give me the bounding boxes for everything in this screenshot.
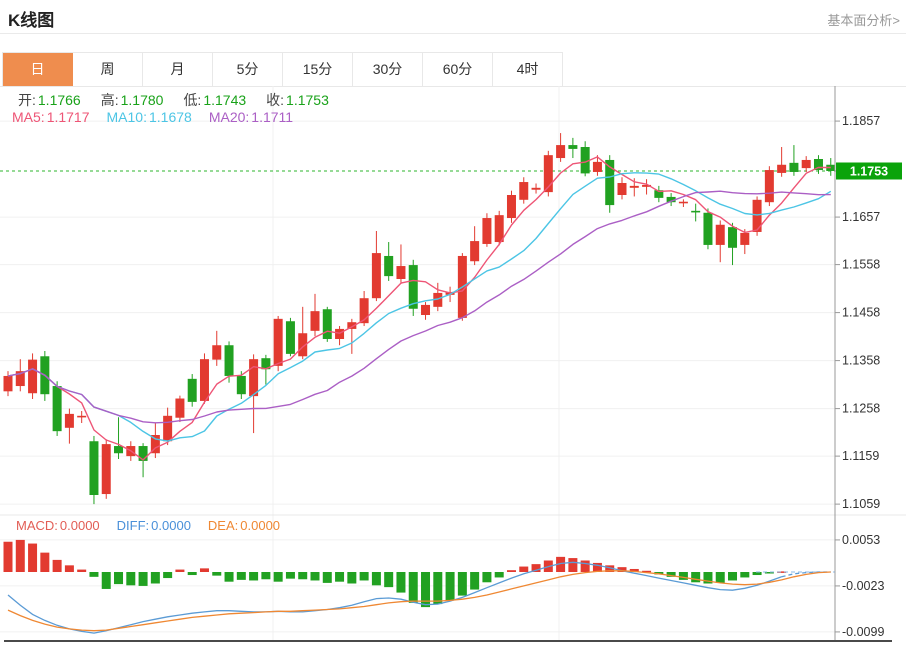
candles-layer [3, 133, 836, 505]
ma20-line [7, 190, 831, 424]
tab-15min[interactable]: 15分 [283, 53, 353, 86]
svg-text:1.1857: 1.1857 [842, 114, 880, 128]
svg-text:1.1258: 1.1258 [842, 402, 880, 416]
tabs-divider [0, 86, 906, 87]
ma10-label: MA10: [106, 109, 147, 125]
ohlc-legend: 开: 1.1766 高: 1.1780 低: 1.1743 收: 1.1753 [16, 90, 329, 110]
macd-histogram [3, 539, 787, 608]
ma5-line [7, 156, 831, 461]
svg-text:1.1358: 1.1358 [842, 354, 880, 368]
close-label: 收: [266, 92, 285, 108]
tab-4hour[interactable]: 4时 [493, 53, 563, 86]
high-value: 1.1780 [120, 92, 164, 108]
ma10-line [7, 172, 832, 442]
grid-lines [0, 86, 906, 641]
tab-5min[interactable]: 5分 [213, 53, 283, 86]
svg-text:1.1059: 1.1059 [842, 497, 880, 511]
price-axis-labels: 1.1857 1.1657 1.1558 1.1458 1.1358 1.1258 1.11… [835, 114, 880, 511]
svg-text:-0.0099: -0.0099 [842, 625, 884, 639]
macd-legend: MACD: 0.0000 DIFF: 0.0000 DEA: 0.0000 [14, 518, 280, 533]
ma5-value: 1.1717 [46, 109, 90, 125]
svg-text:1.1753: 1.1753 [850, 165, 888, 179]
diff-label: DIFF: [116, 518, 150, 533]
svg-text:1.1657: 1.1657 [842, 210, 880, 224]
svg-text:1.1558: 1.1558 [842, 258, 880, 272]
close-value: 1.1753 [286, 92, 329, 108]
svg-text:1.1159: 1.1159 [842, 449, 879, 463]
axis-frame [4, 86, 892, 642]
dea-label: DEA: [207, 518, 239, 533]
macd-label: MACD: [16, 518, 58, 533]
page-title: K线图 [8, 11, 55, 30]
interval-tabs: 日 周 月 5分 15分 30分 60分 4时 [2, 52, 563, 86]
tab-day[interactable]: 日 [3, 53, 73, 86]
ma10-value: 1.1678 [148, 109, 192, 125]
macd-axis-labels: 0.0053 -0.0023 -0.0099 [835, 533, 884, 639]
ma-legend: MA5: 1.1717 MA10: 1.1678 MA20: 1.1711 [10, 109, 293, 125]
dea-line [7, 570, 831, 632]
svg-text:-0.0023: -0.0023 [842, 579, 884, 593]
ma5-label: MA5: [12, 109, 45, 125]
open-label: 开: [18, 92, 36, 108]
high-label: 高: [100, 92, 119, 108]
kline-chart[interactable]: 1.1857 1.1657 1.1558 1.1458 1.1358 1.1258 1.11… [0, 86, 906, 648]
open-value: 1.1766 [37, 92, 81, 108]
macd-value: 0.0000 [59, 518, 100, 533]
tab-week[interactable]: 周 [73, 53, 143, 86]
tab-30min[interactable]: 30分 [353, 53, 423, 86]
diff-value: 0.0000 [151, 518, 191, 533]
diff-line [7, 561, 831, 634]
tab-month[interactable]: 月 [143, 53, 213, 86]
dea-value: 0.0000 [240, 518, 281, 533]
ma20-value: 1.1711 [251, 109, 294, 125]
svg-text:0.0053: 0.0053 [842, 533, 880, 547]
svg-text:1.1458: 1.1458 [842, 306, 880, 320]
header-divider [0, 33, 906, 34]
current-price-tag: 1.1753 [836, 162, 902, 180]
tab-60min[interactable]: 60分 [423, 53, 493, 86]
ma20-label: MA20: [208, 109, 250, 125]
low-label: 低: [183, 92, 202, 108]
fundamental-analysis-link[interactable]: 基本面分析> [827, 13, 900, 28]
low-value: 1.1743 [203, 92, 247, 108]
